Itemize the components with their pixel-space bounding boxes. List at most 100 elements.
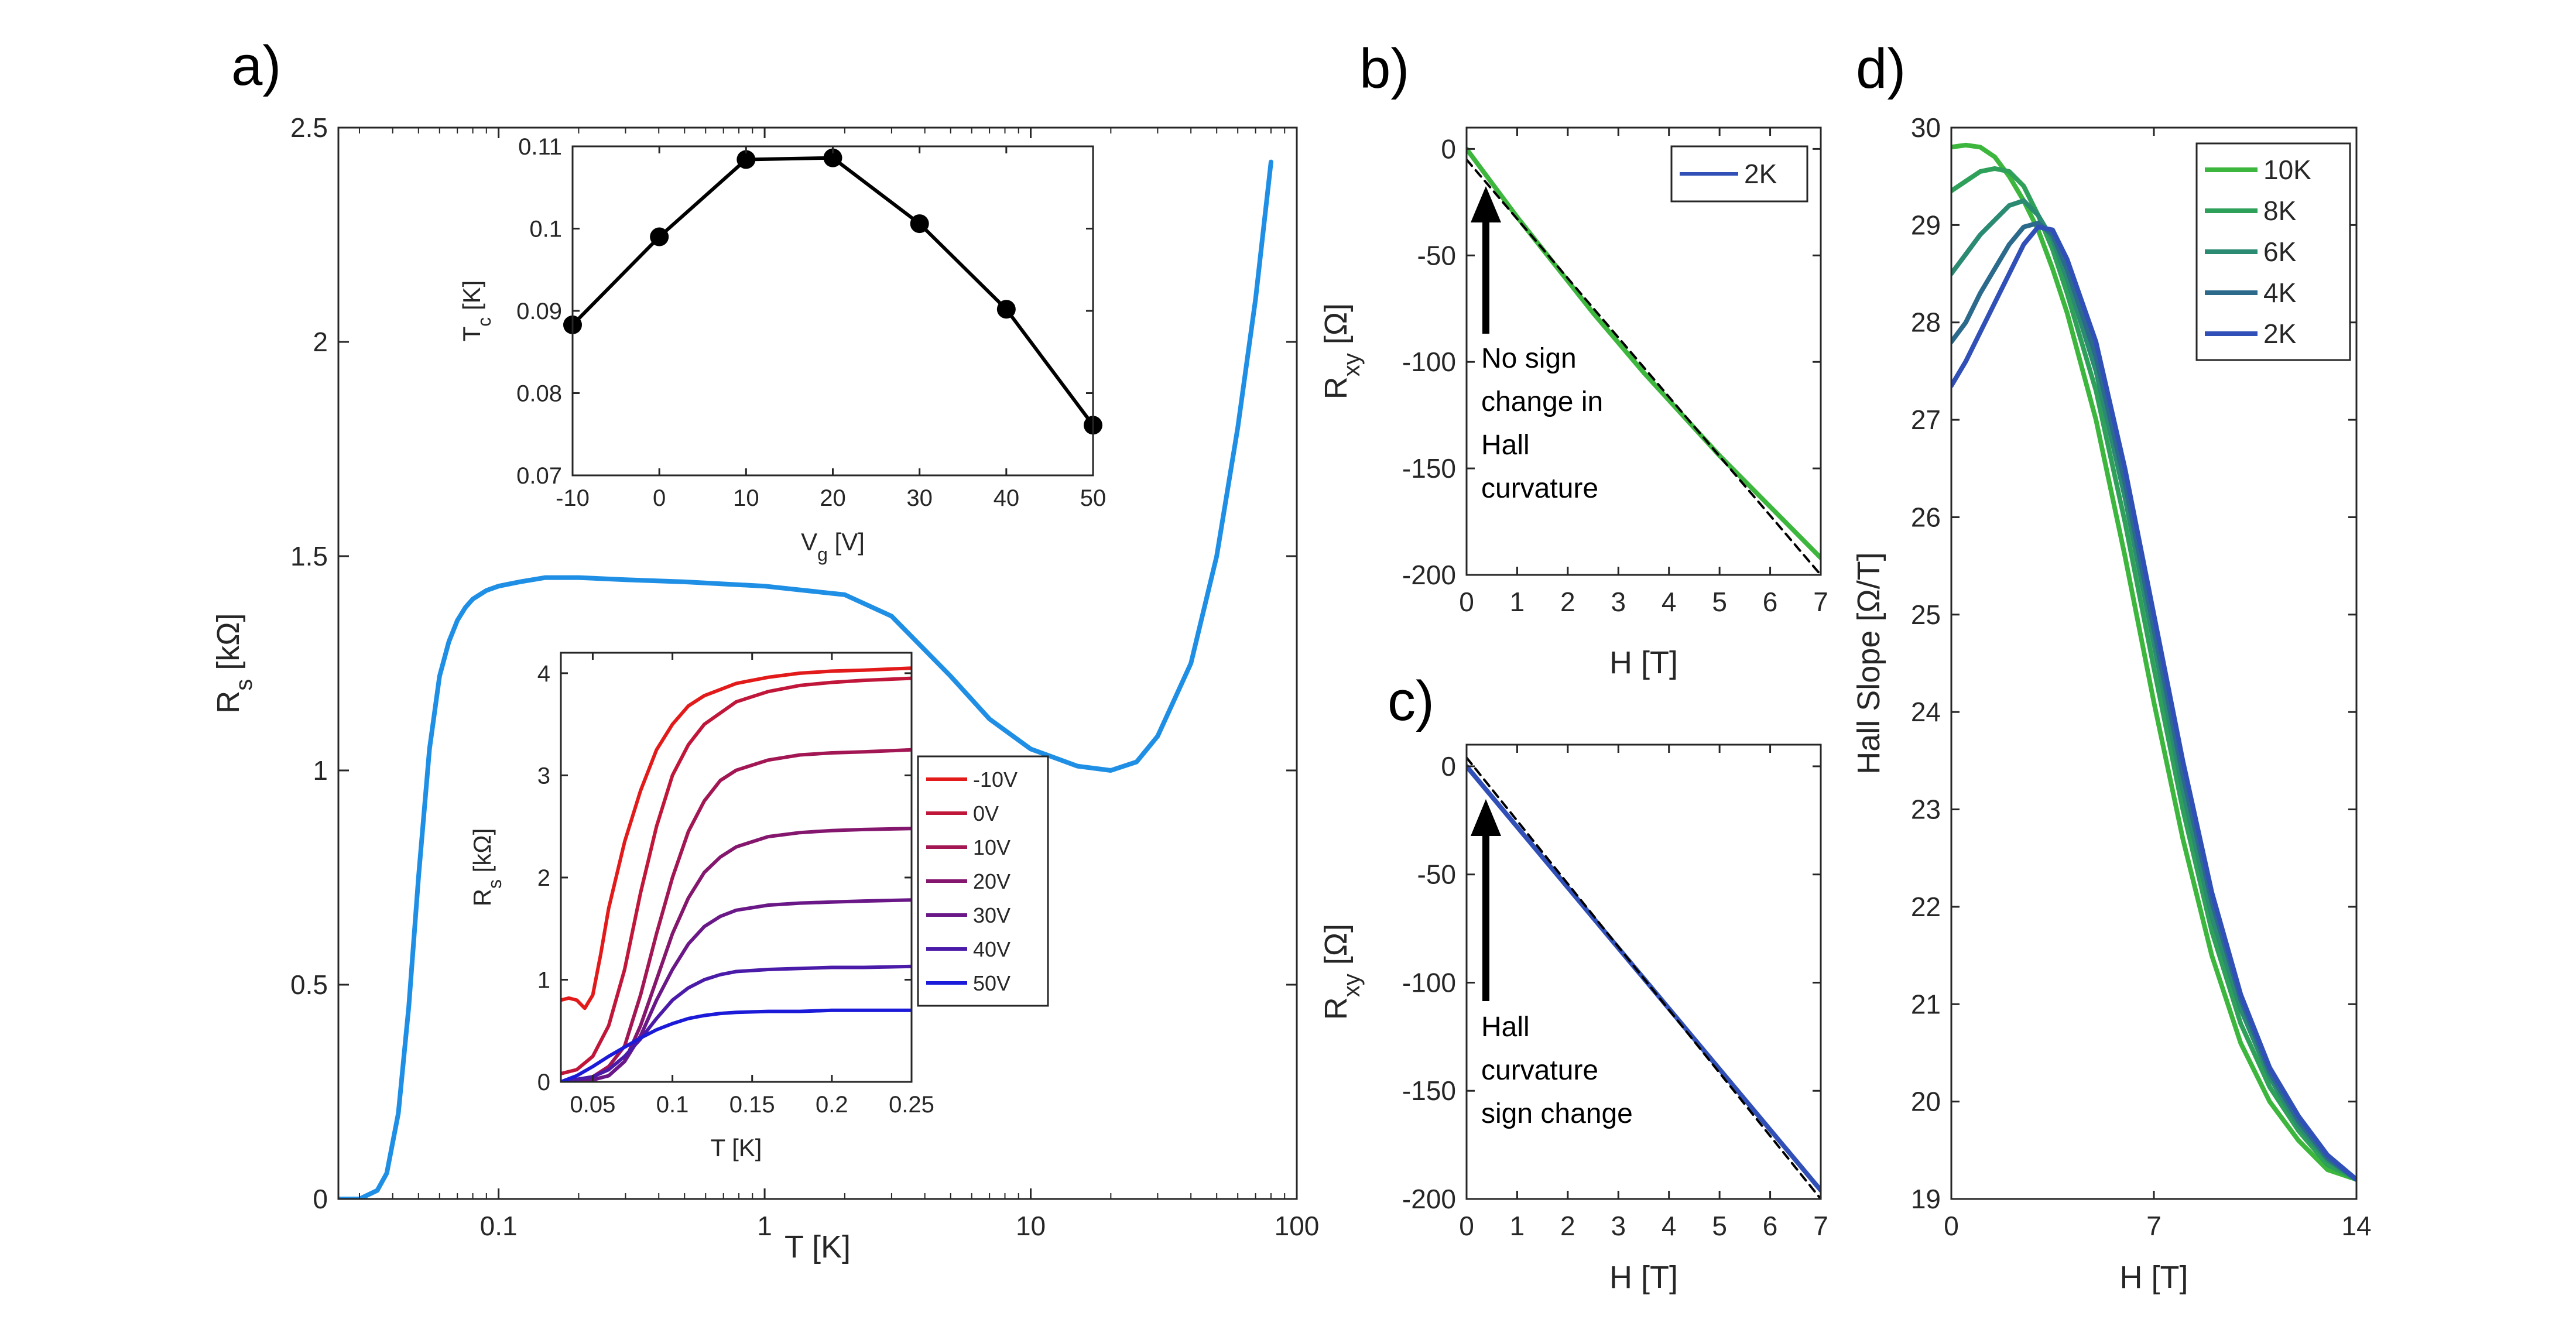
- a_main-ytick-label-4: 2: [313, 327, 328, 357]
- d-legend: 10K 8K 6K 4K 2K: [2195, 142, 2351, 361]
- b-ytick-label-4: 0: [1441, 133, 1456, 164]
- d-series-2K-line: [1951, 224, 2356, 1182]
- a_main-series-Rs-line: [338, 159, 1273, 1199]
- plot-a-inset-tc: -10 0 10 20 30 40 50 0.07 0.08 0.09 0.1 0.11 Vg [V] T…: [458, 134, 1106, 565]
- c-ytick-label-4: 0: [1441, 751, 1456, 782]
- c-ytick-label-2: -100: [1402, 967, 1456, 998]
- c-legend: 2K: [1670, 145, 1808, 203]
- d-series-6K-line: [1951, 198, 2356, 1182]
- a_inset_bottom-legend-label-1: 0V: [973, 801, 999, 825]
- d-xtick-label-2: 14: [2341, 1211, 2371, 1241]
- a_inset_bottom-legend-label-6: 50V: [973, 971, 1010, 995]
- c-series-fit-line: [1467, 756, 1821, 1199]
- b-series-fit-line: [1467, 158, 1821, 575]
- a_main-ylabel: Rs [kΩ]: [211, 613, 257, 713]
- d-series-10K-line: [1951, 142, 2356, 1182]
- c-axes-frame: [1465, 743, 1822, 1200]
- c-xtick-label-5: 5: [1712, 1211, 1727, 1241]
- d-legend-label-1: 8K: [2263, 196, 2297, 226]
- a_inset_top-xtick-label-5: 40: [994, 485, 1020, 511]
- a_inset_top-xlabel: Vg [V]: [801, 528, 865, 565]
- a_inset_top-xtick-label-2: 10: [733, 485, 759, 511]
- a_inset_bottom-legend-label-4: 30V: [973, 903, 1010, 927]
- a_inset_bottom-xtick-label-1: 0.1: [656, 1092, 689, 1118]
- a_inset_bottom-ytick-label-0: 0: [537, 1070, 550, 1095]
- a_main-ytick-label-5: 2.5: [290, 112, 328, 143]
- annotation-b-arrow-head: [1471, 186, 1501, 222]
- a_inset_top-ytick-label-1: 0.08: [516, 381, 562, 407]
- d-ylabel: Hall Slope [Ω/T]: [1851, 552, 1886, 775]
- a_main-ytick-label-3: 1.5: [290, 541, 328, 571]
- c-legend-label-0: 2K: [1744, 159, 1777, 189]
- panel-label-d: d): [1856, 37, 1906, 100]
- a_inset_top-ytick-label-2: 0.09: [516, 299, 562, 324]
- a_inset_top-point-3: [823, 148, 842, 167]
- a_inset_bottom-xtick-label-2: 0.15: [729, 1092, 775, 1118]
- plot-a-inset-rs: 0.05 0.1 0.15 0.2 0.25 0 1 2 3 4 T [K] Rs [kΩ] -10V 0…: [468, 652, 1049, 1161]
- d-ytick-label-8: 27: [1911, 405, 1941, 435]
- a_main-ytick-label-0: 0: [313, 1184, 328, 1214]
- a_inset_top-ylabel: Tc [K]: [458, 280, 495, 342]
- d-legend-label-4: 2K: [2263, 318, 2297, 349]
- panel-label-a: a): [231, 35, 281, 97]
- b-xlabel: H [T]: [1609, 645, 1678, 680]
- a_inset_top-point-4: [910, 214, 929, 234]
- plot-c: 0 1 2 3 4 5 6 7 -200 -150 -100 -50 0 H [T] Rxy [Ω] 2K: [1318, 145, 1828, 1295]
- a_inset_bottom-xtick-label-4: 0.25: [889, 1092, 934, 1118]
- d-ytick-label-7: 26: [1911, 502, 1941, 532]
- d-ytick-label-4: 23: [1911, 794, 1941, 825]
- annotation-c-line-1: Hall: [1481, 1012, 1530, 1043]
- a_main-ytick-label-1: 0.5: [290, 969, 328, 1000]
- a_main-xtick-label-0: 0.1: [480, 1211, 518, 1241]
- a_inset_top-point-5: [996, 300, 1016, 319]
- c-xtick-label-4: 4: [1662, 1211, 1677, 1241]
- a_inset_bottom-legend-label-5: 40V: [973, 937, 1010, 961]
- a_inset_top-xtick-label-6: 50: [1080, 485, 1107, 511]
- c-xtick-label-7: 7: [1813, 1211, 1828, 1241]
- c-xtick-label-3: 3: [1611, 1211, 1626, 1241]
- annotation-b-line-4: curvature: [1481, 473, 1598, 504]
- a_main-series-group: [338, 159, 1273, 1199]
- annotation-b: No sign change in Hall curvature: [1471, 186, 1603, 504]
- b-ytick-label-0: -200: [1402, 560, 1456, 590]
- d-xtick-label-0: 0: [1944, 1211, 1959, 1241]
- a_inset_top-ytick-label-4: 0.11: [518, 134, 562, 160]
- b-xtick-label-3: 3: [1611, 587, 1626, 617]
- a_inset_bottom-xlabel: T [K]: [711, 1134, 762, 1161]
- b-axes-frame: [1465, 126, 1822, 576]
- c-ylabel: Rxy [Ω]: [1318, 924, 1365, 1020]
- plot-d: 0 7 14 19 20 21 22 23 24 25 26 27 28 29 30 H [T] Hall Sl…: [1851, 112, 2372, 1295]
- d-ytick-label-0: 19: [1911, 1184, 1941, 1214]
- a_inset_top-xtick-label-4: 30: [906, 485, 933, 511]
- a_inset_top-point-2: [737, 150, 756, 169]
- b-ylabel: Rxy [Ω]: [1318, 303, 1365, 399]
- b-ytick-label-3: -50: [1417, 240, 1456, 270]
- c-xtick-label-6: 6: [1763, 1211, 1778, 1241]
- c-xlabel: H [T]: [1609, 1260, 1678, 1295]
- b-xtick-label-1: 1: [1510, 587, 1525, 617]
- a_inset_top-xtick-label-3: 20: [820, 485, 846, 511]
- d-ytick-label-10: 29: [1911, 210, 1941, 240]
- b-ytick-label-2: -100: [1402, 347, 1456, 377]
- a_inset_bottom-series-group: [561, 666, 912, 1082]
- a_inset_top-point-1: [650, 227, 669, 246]
- annotation-c-line-2: curvature: [1481, 1055, 1598, 1086]
- d-ytick-label-5: 24: [1911, 697, 1941, 727]
- a_inset_bottom-series-40V-line: [561, 964, 912, 1082]
- c-plot-area: [1467, 745, 1821, 1199]
- d-ytick-label-3: 22: [1911, 892, 1941, 922]
- a_main-xlabel: T [K]: [785, 1229, 851, 1265]
- b-xtick-label-6: 6: [1763, 587, 1778, 617]
- b-xtick-label-7: 7: [1813, 587, 1828, 617]
- a_main-xtick-label-3: 100: [1275, 1211, 1320, 1241]
- a_main-xtick-label-2: 10: [1016, 1211, 1046, 1241]
- a_inset_bottom-ytick-label-1: 1: [537, 967, 550, 993]
- c-xtick-label-2: 2: [1560, 1211, 1575, 1241]
- annotation-b-line-3: Hall: [1481, 430, 1530, 461]
- a_main-xtick-label-1: 1: [757, 1211, 772, 1241]
- d-ytick-label-6: 25: [1911, 599, 1941, 630]
- d-xtick-label-1: 7: [2146, 1211, 2161, 1241]
- a_inset_bottom-series-10V-line: [561, 748, 912, 1082]
- annotation-c: Hall curvature sign change: [1471, 799, 1633, 1129]
- annotation-b-line-2: change in: [1481, 386, 1603, 417]
